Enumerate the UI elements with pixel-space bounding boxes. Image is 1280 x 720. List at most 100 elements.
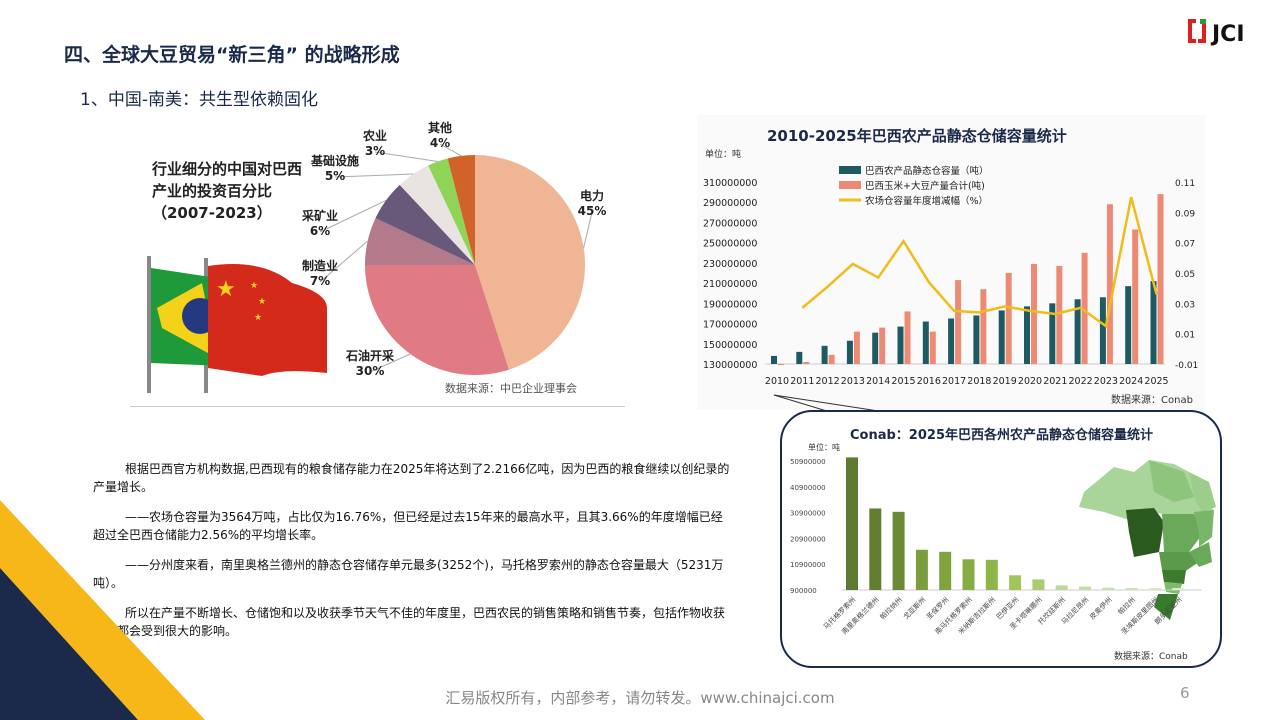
state-bar	[939, 551, 952, 590]
bar-production	[1031, 263, 1037, 364]
x-tick-label: 2011	[790, 376, 814, 387]
y-tick-label: 290000000	[703, 198, 757, 209]
y-tick-label: 150000000	[703, 340, 757, 351]
pie-leader-line	[319, 199, 387, 233]
y-tick-label: 10900000	[790, 561, 826, 569]
bar-storage	[872, 332, 879, 364]
y-tick-label: 50900000	[790, 458, 826, 466]
bar-production	[929, 331, 936, 364]
bar-storage	[897, 326, 904, 364]
state-bar	[1055, 585, 1068, 590]
bar-production	[1106, 204, 1113, 364]
pie-leader-line	[334, 173, 414, 178]
bar-production	[778, 364, 784, 365]
bar-storage	[998, 310, 1005, 364]
pie-label: 基础设施	[310, 153, 359, 168]
state-bar	[962, 559, 975, 590]
legend-swatch	[839, 181, 861, 189]
page-title: 四、全球大豆贸易“新三角” 的战略形成	[64, 44, 400, 66]
chart-title: 2010-2025年巴西农产品静态仓储容量统计	[767, 127, 1067, 145]
legend-label: 巴西农产品静态仓容量（吨）	[865, 165, 989, 177]
chart-source: 数据来源：Conab	[1114, 650, 1188, 662]
section-subtitle: 1、中国-南美：共生型依赖固化	[80, 90, 318, 110]
bar-production	[1157, 194, 1164, 364]
paragraph-farm-capacity: ——农场仓容量为3564万吨，占比仅为16.76%，但已经是过去15年来的最高水…	[93, 510, 723, 542]
y-tick-label: 210000000	[703, 279, 757, 290]
paragraph-storage-capacity: 根据巴西官方机构数据,巴西现有的粮食储存能力在2025年将达到了2.2166亿吨…	[93, 462, 730, 494]
pie-label: 农业	[362, 128, 387, 143]
bar-storage	[1125, 286, 1132, 364]
state-bar	[892, 511, 905, 590]
state-capacity-chart-panel: Conab：2025年巴西各州农产品静态仓储容量统计 单位：吨 数据来源：Con…	[780, 410, 1222, 668]
corner-decoration	[0, 500, 205, 720]
state-capacity-chart: Conab：2025年巴西各州农产品静态仓储容量统计 单位：吨 数据来源：Con…	[790, 427, 1216, 662]
pie-label: 制造业	[302, 258, 338, 273]
pie-slice-6	[447, 155, 475, 265]
x-tick-label: 2015	[891, 376, 915, 387]
y-tick-label: 20900000	[790, 535, 826, 543]
y2-tick-label: 0.03	[1175, 300, 1195, 310]
pie-value: 6%	[310, 224, 330, 238]
state-bar	[915, 549, 928, 590]
y2-tick-label: -0.01	[1175, 361, 1198, 371]
state-bar	[1125, 587, 1138, 590]
brazil-map	[1079, 460, 1216, 620]
y-tick-label: 130000000	[703, 360, 757, 371]
legend-label: 巴西玉米+大豆产量合计(吨)	[865, 180, 985, 192]
bar-production	[1005, 273, 1012, 364]
y-tick-label: 310000000	[703, 178, 757, 189]
x-tick-label: 帕拉纳州	[878, 595, 904, 621]
x-tick-label: 2019	[993, 376, 1017, 387]
bar-storage	[1150, 281, 1157, 364]
jci-logo: JCI	[1188, 19, 1245, 46]
state-bar	[1148, 588, 1161, 590]
x-tick-label: 皮奥伊州	[1088, 595, 1114, 621]
bar-storage	[973, 315, 980, 364]
y2-tick-label: 0.09	[1175, 209, 1195, 219]
x-tick-label: 2022	[1069, 376, 1093, 387]
pie-slice-4	[399, 165, 475, 265]
bar-production	[828, 354, 835, 364]
bar-production	[853, 331, 860, 364]
svg-text:★: ★	[250, 281, 258, 291]
x-tick-label: 2013	[841, 376, 865, 387]
storage-capacity-chart: 2010-2025年巴西农产品静态仓储容量统计 单位：吨 数据来源：Conab …	[703, 127, 1198, 406]
state-bar	[1102, 587, 1115, 590]
callout-lines	[773, 394, 886, 413]
pie-slice-3	[375, 184, 475, 265]
y2-tick-label: 0.05	[1175, 270, 1195, 280]
x-tick-label: 2018	[967, 376, 991, 387]
storage-capacity-chart-panel: 2010-2025年巴西农产品静态仓储容量统计 单位：吨 数据来源：Conab …	[697, 115, 1205, 410]
x-tick-label: 2016	[917, 376, 941, 387]
x-tick-label: 2024	[1119, 376, 1143, 387]
bar-storage	[771, 355, 777, 364]
state-bar	[1009, 575, 1022, 590]
state-bar	[1032, 579, 1045, 590]
pie-label: 石油开采	[345, 348, 394, 363]
x-tick-label: 2014	[866, 376, 890, 387]
y-tick-label: 190000000	[703, 299, 757, 310]
svg-text:★: ★	[254, 313, 262, 323]
page-number: 6	[1180, 684, 1190, 702]
bar-storage	[1049, 303, 1056, 364]
pie-label: 电力	[580, 188, 604, 203]
paragraph-conclusion: 所以在产量不断增长、仓储饱和以及收获季节天气不佳的年度里，巴西农民的销售策略和销…	[93, 606, 726, 638]
x-tick-label: 2025	[1144, 376, 1168, 387]
pie-value: 7%	[310, 274, 330, 288]
bar-storage	[796, 351, 803, 364]
pie-leader-line	[374, 151, 438, 162]
svg-text:★: ★	[258, 297, 266, 307]
pie-slice-0	[475, 155, 585, 370]
x-tick-label: 2010	[765, 376, 789, 387]
state-bar	[869, 508, 882, 590]
pie-leader-line	[319, 240, 368, 283]
growth-line	[801, 196, 1158, 329]
pie-chart-title: 行业细分的中国对巴西产业的投资百分比（2007-2023）	[152, 160, 303, 222]
pie-value: 30%	[356, 364, 385, 378]
pie-slice-1	[365, 265, 509, 375]
paragraph-state-breakdown: ——分州度来看，南里奥格兰德州的静态仓容储存单元最多(3252个)，马托格罗索州…	[93, 558, 724, 590]
bar-production	[1081, 252, 1088, 364]
bar-storage	[846, 340, 853, 364]
chart-title: Conab：2025年巴西各州农产品静态仓储容量统计	[850, 427, 1153, 443]
